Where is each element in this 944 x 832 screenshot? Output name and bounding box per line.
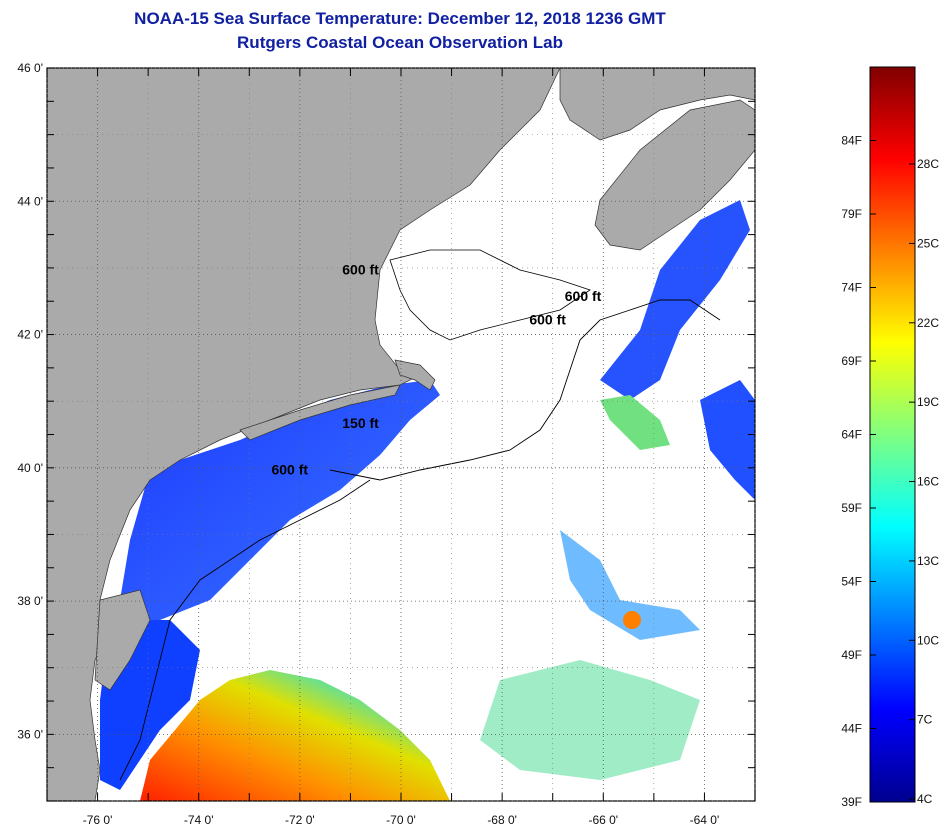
lat-tick-label: 40 0' bbox=[17, 461, 43, 475]
colorbar-label-f: 44F bbox=[841, 722, 862, 736]
land-nova-scotia bbox=[594, 99, 755, 251]
land-cape-cod bbox=[394, 359, 436, 391]
contour-depth-label: 150 ft bbox=[342, 415, 379, 431]
sst-nova-scotia-patch bbox=[700, 380, 755, 500]
lon-tick-label: -68 0' bbox=[487, 813, 517, 827]
colorbar-label-c: 19C bbox=[917, 395, 939, 409]
colorbar-label-f: 54F bbox=[841, 575, 862, 589]
colorbar-label-c: 13C bbox=[917, 554, 939, 568]
colorbar-label-c: 28C bbox=[917, 157, 939, 171]
sst-georges-warm-patch bbox=[600, 395, 670, 450]
land-long-island bbox=[239, 384, 401, 441]
land-us-mainland bbox=[47, 68, 561, 801]
sst-warm-eddy bbox=[623, 611, 641, 629]
colorbar-label-c: 16C bbox=[917, 475, 939, 489]
colorbar-label-f: 39F bbox=[841, 795, 862, 809]
colorbar-labels: 84F 79F 74F 69F 64F 59F 54F 49F 44F 39F 28C 25C 22C 1… bbox=[841, 134, 939, 810]
graticule bbox=[46, 67, 756, 802]
sst-offshore-patches bbox=[560, 530, 700, 640]
contour-150ft bbox=[119, 479, 371, 781]
colorbar-label-f: 59F bbox=[841, 501, 862, 515]
colorbar-label-f: 79F bbox=[841, 207, 862, 221]
contour-labels: 600 ft 600 ft 600 ft 150 ft 600 ft bbox=[271, 262, 601, 478]
axis-ticks bbox=[46, 67, 756, 802]
lat-tick-label: 46 0' bbox=[17, 61, 43, 75]
contour-gulf-maine bbox=[389, 249, 591, 341]
contour-depth-label: 600 ft bbox=[529, 312, 566, 328]
colorbar-label-f: 84F bbox=[841, 134, 862, 148]
lon-tick-label: -66 0' bbox=[588, 813, 618, 827]
contour-600ft bbox=[329, 299, 721, 481]
land-maritimes-north bbox=[559, 68, 755, 141]
lat-tick-label: 36 0' bbox=[17, 727, 43, 741]
contour-depth-label: 600 ft bbox=[271, 461, 308, 477]
lat-tick-label: 44 0' bbox=[17, 194, 43, 208]
colorbar-label-f: 49F bbox=[841, 648, 862, 662]
axis-labels: -76 0' -74 0' -72 0' -70 0' -68 0' -66 0' -64 … bbox=[17, 61, 719, 827]
contour-depth-label: 600 ft bbox=[565, 288, 602, 304]
lon-tick-label: -70 0' bbox=[386, 813, 416, 827]
lon-tick-label: -76 0' bbox=[83, 813, 113, 827]
colorbar-label-c: 7C bbox=[917, 713, 933, 727]
colorbar-label-c: 22C bbox=[917, 316, 939, 330]
lat-tick-label: 38 0' bbox=[17, 594, 43, 608]
colorbar-label-f: 74F bbox=[841, 281, 862, 295]
map-subtitle: Rutgers Coastal Ocean Observation Lab bbox=[237, 33, 563, 52]
colorbar-label-c: 10C bbox=[917, 633, 939, 647]
lat-tick-label: 42 0' bbox=[17, 328, 43, 342]
colorbar-label-c: 4C bbox=[917, 792, 933, 806]
map-title: NOAA-15 Sea Surface Temperature: Decembe… bbox=[134, 9, 666, 28]
land-delmarva bbox=[94, 589, 151, 691]
colorbar-label-f: 69F bbox=[841, 354, 862, 368]
colorbar-label-f: 64F bbox=[841, 428, 862, 442]
contour-depth-label: 600 ft bbox=[342, 262, 379, 278]
colorbar-label-c: 25C bbox=[917, 236, 939, 250]
sst-gulf-stream-warm bbox=[140, 670, 450, 801]
lon-tick-label: -74 0' bbox=[184, 813, 214, 827]
colorbar-scale bbox=[869, 66, 916, 803]
sst-shelf-band bbox=[120, 380, 440, 640]
sst-offshore-patches-2 bbox=[480, 660, 700, 780]
lon-tick-label: -64 0' bbox=[690, 813, 720, 827]
lon-tick-label: -72 0' bbox=[285, 813, 315, 827]
